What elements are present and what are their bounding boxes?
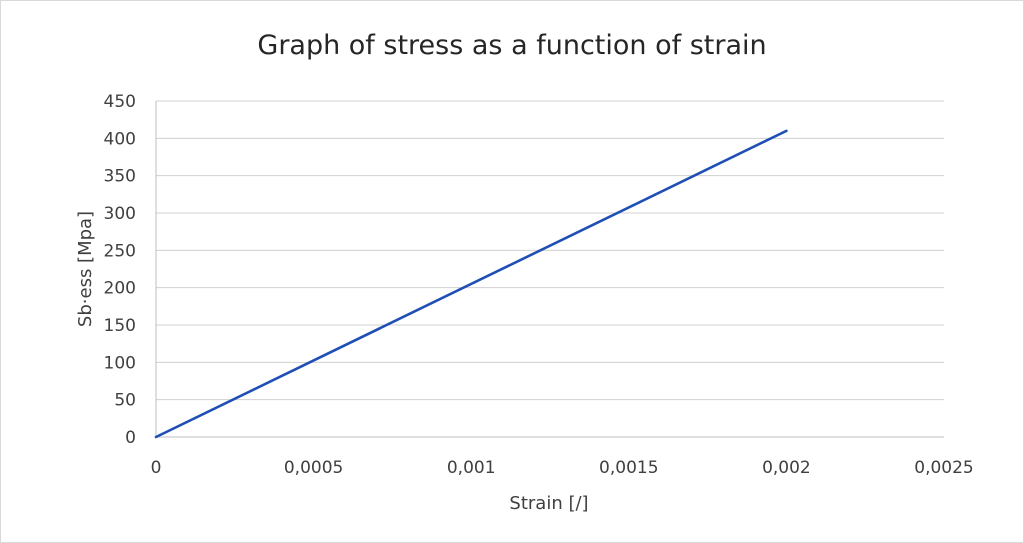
x-tick-label: 0 bbox=[151, 458, 162, 478]
y-tick-label: 400 bbox=[104, 129, 136, 149]
x-tick-label: 0,0005 bbox=[284, 458, 343, 478]
y-tick-label: 250 bbox=[104, 241, 136, 261]
y-tick-labels: 0 50 100 150 200 250 300 350 400 450 bbox=[104, 92, 136, 448]
y-tick-label: 450 bbox=[104, 92, 136, 112]
series-layer bbox=[154, 129, 788, 439]
series-line bbox=[154, 129, 788, 439]
y-axis-label: Sb·ess [Mpa] bbox=[75, 211, 96, 327]
y-tick-label: 350 bbox=[104, 167, 136, 187]
grid-lines bbox=[155, 100, 944, 438]
x-tick-label: 0,0025 bbox=[914, 458, 973, 478]
x-axis-label: Strain [/] bbox=[509, 493, 588, 514]
y-tick-label: 150 bbox=[104, 316, 136, 336]
x-tick-label: 0,0015 bbox=[599, 458, 658, 478]
y-tick-label: 100 bbox=[104, 353, 136, 373]
y-tick-label: 200 bbox=[104, 279, 136, 299]
y-tick-label: 300 bbox=[104, 204, 136, 224]
chart-title: Graph of stress as a function of strain bbox=[257, 30, 766, 61]
x-tick-label: 0,001 bbox=[447, 458, 496, 478]
y-tick-label: 50 bbox=[114, 391, 136, 411]
y-tick-label: 0 bbox=[125, 428, 136, 448]
x-tick-labels: 0 0,0005 0,001 0,0015 0,002 0,0025 bbox=[151, 458, 974, 478]
x-tick-label: 0,002 bbox=[762, 458, 811, 478]
